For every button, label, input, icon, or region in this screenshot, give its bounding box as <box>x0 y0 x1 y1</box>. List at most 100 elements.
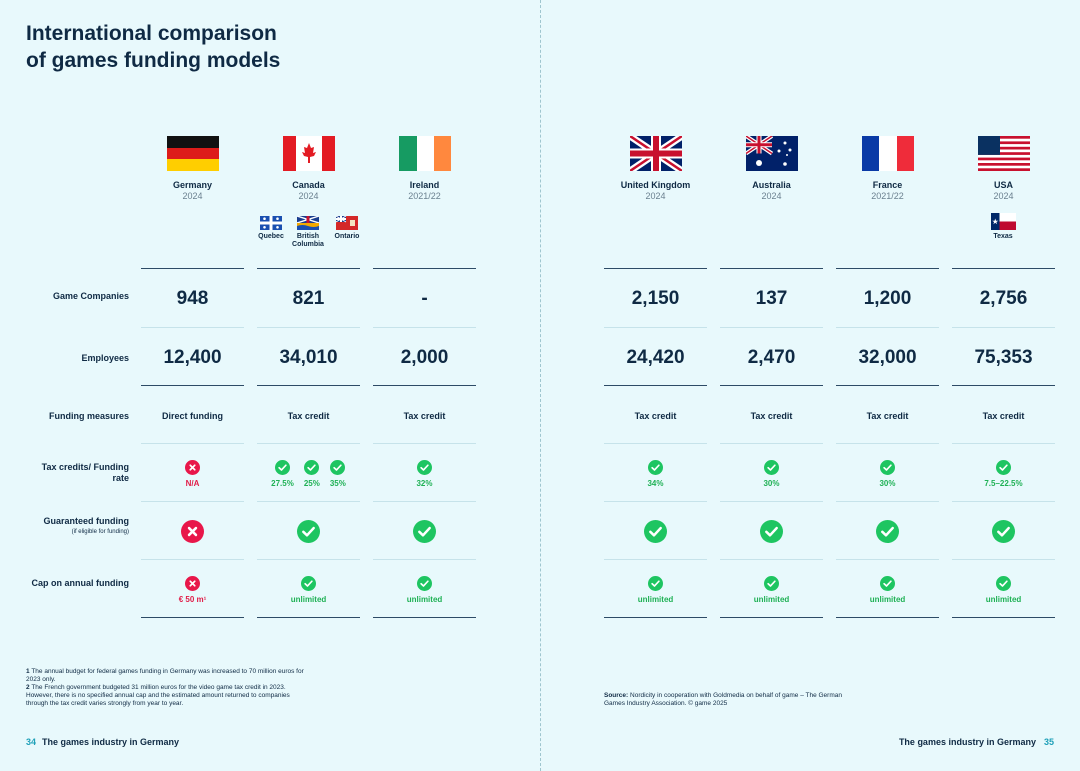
canada-flag-icon <box>283 136 335 171</box>
row-divider <box>952 559 1055 560</box>
game-companies-value: 948 <box>176 287 209 309</box>
row-label-tax-credits: Tax credits/ Funding rate <box>41 462 129 483</box>
footnote-number: 1 <box>26 668 30 675</box>
rate-value: 27.5% <box>271 478 294 488</box>
region-name: British Columbia <box>292 233 324 248</box>
table-cell: unlimited <box>373 561 476 618</box>
table-cell <box>604 503 707 560</box>
row-label-funding-measures: Funding measures <box>48 411 129 421</box>
table-cell: 2,000 <box>373 329 476 386</box>
table-cell: € 50 m¹ <box>141 561 244 618</box>
usa-flag-icon <box>978 136 1030 171</box>
footnote-number: 2 <box>26 684 30 691</box>
table-cell: unlimited <box>836 561 939 618</box>
quebec-flag-icon <box>260 216 282 230</box>
country-name: Canada <box>292 180 325 190</box>
row-divider <box>141 268 244 269</box>
table-cell: 34,010 <box>257 329 360 386</box>
game-companies-value: 137 <box>755 287 788 309</box>
rate-item: 27.5% <box>271 459 294 488</box>
row-label-cap: Cap on annual funding <box>31 578 130 588</box>
row-divider <box>257 617 360 618</box>
check-icon <box>297 520 320 543</box>
check-icon <box>304 459 320 475</box>
region-name: Ontario <box>334 233 360 240</box>
check-icon <box>996 459 1011 475</box>
rate-item: 35% <box>330 459 346 488</box>
table-cell: Direct funding <box>141 387 244 444</box>
rate-value: N/A <box>185 478 200 488</box>
country-year: 2021/22 <box>408 191 441 201</box>
table-cell <box>720 503 823 560</box>
row-divider <box>952 327 1055 328</box>
cross-icon <box>181 520 204 543</box>
rate-value: 30% <box>879 478 896 488</box>
funding-measure-value: Direct funding <box>162 410 223 421</box>
region-british-columbia: British Columbia <box>288 216 328 249</box>
table-cell: 948 <box>141 270 244 327</box>
row-divider <box>604 559 707 560</box>
cap-value: unlimited <box>869 594 906 604</box>
row-divider <box>720 268 823 269</box>
table-cell: 2,150 <box>604 270 707 327</box>
region-name: Quebec <box>258 233 284 240</box>
row-divider <box>836 617 939 618</box>
source-note: Source: Nordicity in cooperation with Go… <box>604 692 854 708</box>
check-icon <box>764 459 779 475</box>
country-name: France <box>872 180 903 190</box>
row-divider <box>836 501 939 502</box>
game-companies-value: 2,756 <box>979 287 1028 309</box>
row-divider <box>257 268 360 269</box>
employees-value: 24,420 <box>626 346 685 368</box>
row-divider <box>257 385 360 386</box>
table-cell: Tax credit <box>373 387 476 444</box>
region-texas: Texas <box>982 213 1024 241</box>
row-label-guaranteed-funding: Guaranteed funding (if eligible for fund… <box>29 516 130 538</box>
table-cell <box>373 503 476 560</box>
country-name: Germany <box>172 180 213 190</box>
game-companies-value: - <box>421 287 428 309</box>
row-divider <box>836 443 939 444</box>
row-divider <box>952 617 1055 618</box>
row-divider <box>720 385 823 386</box>
check-icon <box>648 575 663 591</box>
table-cell: 2,756 <box>952 270 1055 327</box>
employees-value: 2,000 <box>400 346 449 368</box>
table-cell: Tax credit <box>720 387 823 444</box>
row-divider <box>373 268 476 269</box>
row-divider <box>141 443 244 444</box>
country-name: Ireland <box>409 180 440 190</box>
table-cell: 32,000 <box>836 329 939 386</box>
row-divider <box>604 268 707 269</box>
check-icon <box>764 575 779 591</box>
title-line-1: International comparison <box>26 22 277 45</box>
check-icon <box>876 520 899 543</box>
table-cell: 34% <box>604 445 707 502</box>
cap-value: unlimited <box>753 594 790 604</box>
germany-flag-icon <box>167 136 219 171</box>
row-divider <box>604 327 707 328</box>
source-text: Nordicity in cooperation with Goldmedia … <box>604 692 842 707</box>
country-year: 2024 <box>182 191 203 201</box>
employees-value: 34,010 <box>279 346 338 368</box>
check-icon <box>417 459 432 475</box>
row-divider <box>604 617 707 618</box>
row-divider <box>141 501 244 502</box>
check-icon <box>996 575 1011 591</box>
footnote-1: 1 The annual budget for federal games fu… <box>26 668 306 684</box>
country-year: 2024 <box>761 191 782 201</box>
row-divider <box>836 327 939 328</box>
row-divider <box>720 559 823 560</box>
table-cell: unlimited <box>604 561 707 618</box>
check-icon <box>274 459 290 475</box>
table-cell: Tax credit <box>257 387 360 444</box>
region-name: Texas <box>993 233 1013 240</box>
funding-measure-value: Tax credit <box>403 410 446 421</box>
table-cell: Tax credit <box>604 387 707 444</box>
check-icon <box>760 520 783 543</box>
footnotes: 1 The annual budget for federal games fu… <box>26 668 306 708</box>
row-divider <box>373 443 476 444</box>
table-cell: 821 <box>257 270 360 327</box>
table-cell: 75,353 <box>952 329 1055 386</box>
cap-value: € 50 m¹ <box>178 594 207 604</box>
